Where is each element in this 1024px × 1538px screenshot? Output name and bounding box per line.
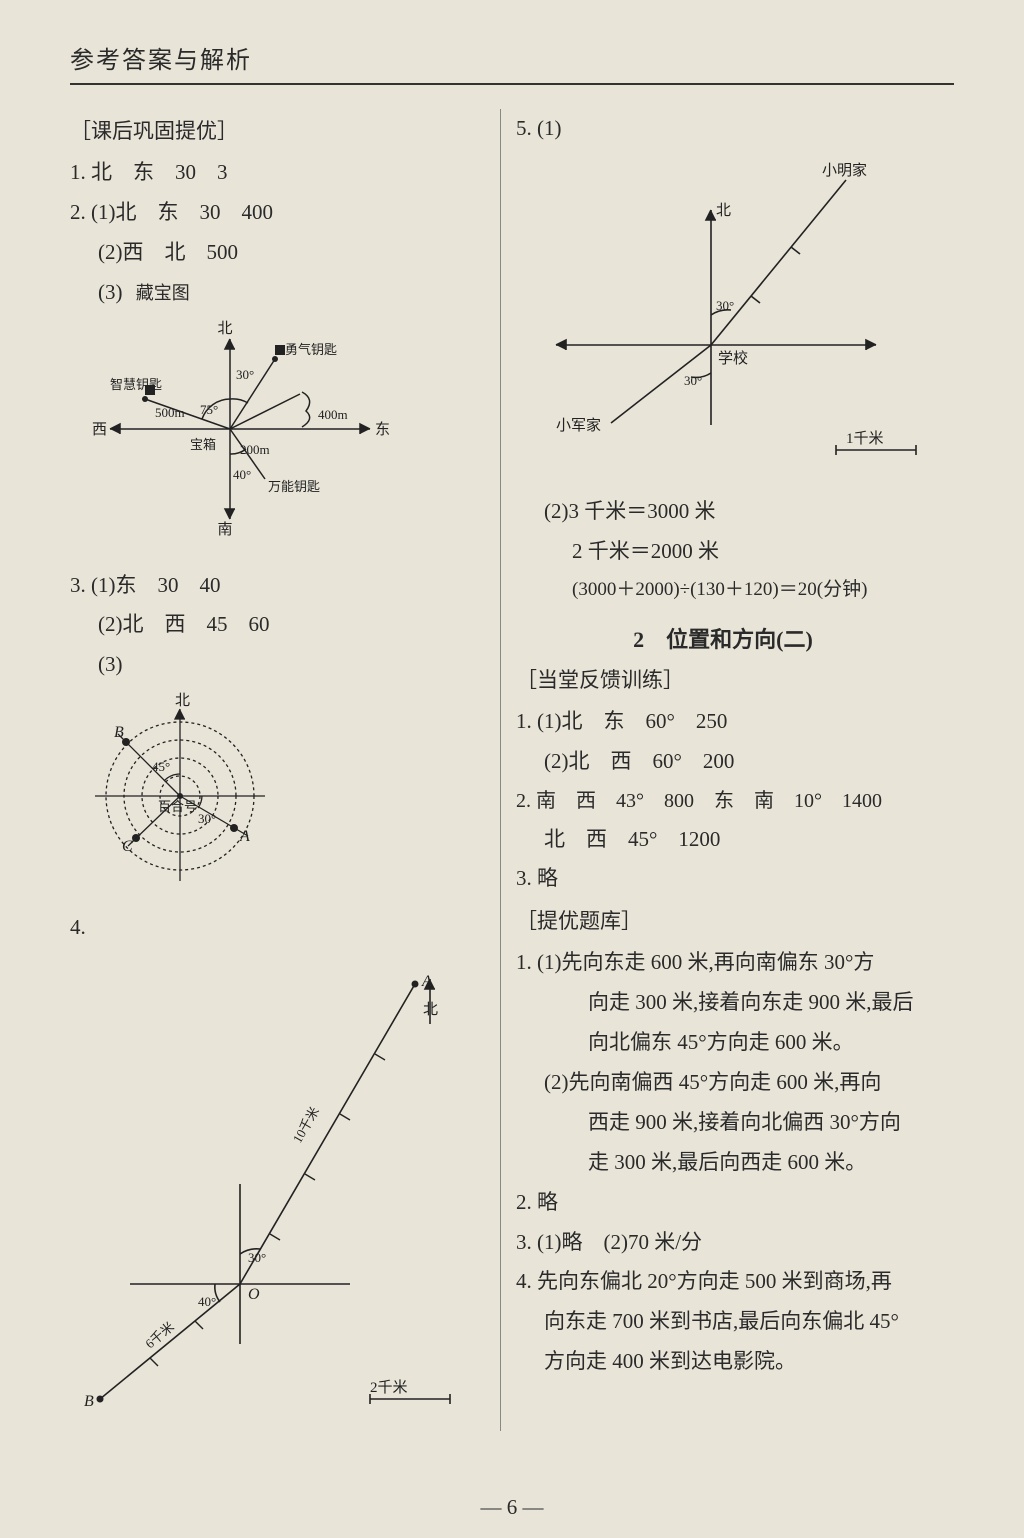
answer-line: 1. (1)北 东 60° 250 [516, 702, 930, 742]
svg-text:30°: 30° [248, 1250, 266, 1265]
svg-text:200m: 200m [240, 442, 270, 457]
page-header: 参考答案与解析 [70, 40, 954, 85]
fig1-title: 藏宝图 [136, 283, 190, 303]
svg-text:小军家: 小军家 [556, 417, 601, 434]
answer-line: 1. 北 东 30 3 [70, 153, 485, 193]
answer-line: (2)北 西 60° 200 [516, 742, 930, 782]
answer-line: 向东走 700 米到书店,最后向东偏北 45° [516, 1302, 930, 1342]
answer-line: (3000＋2000)÷(130＋120)＝20(分钟) [516, 572, 930, 608]
answer-line: (2)西 北 500 [70, 233, 485, 273]
answer-line: 走 300 米,最后向西走 600 米。 [516, 1143, 930, 1183]
svg-text:40°: 40° [198, 1294, 216, 1309]
svg-text:B: B [84, 1393, 94, 1410]
svg-text:10千米: 10千米 [290, 1104, 322, 1145]
section-title-2: ［当堂反馈训练］ [516, 664, 930, 694]
svg-text:西: 西 [92, 422, 107, 438]
svg-text:30°: 30° [236, 367, 254, 382]
answer-line: 3. (1)略 (2)70 米/分 [516, 1223, 930, 1263]
figure-school: 北 学校 小明家 小军家 30° 30° 1千米 [516, 155, 930, 480]
answer-line: 2. 南 西 43° 800 东 南 10° 1400 [516, 782, 930, 820]
svg-text:B: B [114, 724, 124, 741]
answer-line: 2. (1)北 东 30 400 [70, 193, 485, 233]
svg-text:O: O [248, 1286, 260, 1303]
answer-line: (2)3 千米＝3000 米 [516, 492, 930, 532]
svg-text:宝箱: 宝箱 [190, 437, 216, 452]
figure-treasure-map: 北 南 东 西 智慧钥匙 勇气钥匙 万能钥匙 宝箱 500m 400m 200m… [70, 319, 485, 554]
section-heading: 2 位置和方向(二) [516, 622, 930, 654]
answer-line: 向北偏东 45°方向走 600 米。 [516, 1023, 930, 1063]
svg-text:30°: 30° [716, 298, 734, 313]
svg-text:1千米: 1千米 [846, 430, 884, 447]
svg-text:北: 北 [423, 1001, 438, 1018]
answer-line: 方向走 400 米到达电影院。 [516, 1342, 930, 1382]
answer-line: (2)先向南偏西 45°方向走 600 米,再向 [516, 1063, 930, 1103]
figure-aob: A B O 北 30° 40° 10千米 6千米 2千米 [70, 954, 485, 1419]
answer-line: 1. (1)先向东走 600 米,再向南偏东 30°方 [516, 943, 930, 983]
answer-line: 4. [70, 908, 485, 948]
svg-text:C: C [122, 838, 133, 855]
svg-text:北: 北 [175, 692, 190, 709]
answer-line: 3. 略 [516, 859, 930, 899]
svg-text:6千米: 6千米 [142, 1319, 177, 1351]
answer-line: 向走 300 米,接着向东走 900 米,最后 [516, 983, 930, 1023]
section-title-3: ［提优题库］ [516, 905, 930, 935]
right-column: 5. (1) [500, 109, 930, 1431]
answer-line: (3) [70, 645, 485, 685]
answer-line: (3) 藏宝图 [70, 273, 485, 313]
answer-line: 3. (1)东 30 40 [70, 566, 485, 606]
svg-text:北: 北 [716, 202, 731, 219]
svg-text:智慧钥匙: 智慧钥匙 [110, 377, 162, 392]
svg-text:北: 北 [217, 320, 232, 337]
answer-line: 北 西 45° 1200 [516, 820, 930, 860]
left-column: ［课后巩固提优］ 1. 北 东 30 3 2. (1)北 东 30 400 (2… [70, 109, 500, 1431]
answer-line: (2)北 西 45 60 [70, 605, 485, 645]
sub-label: (3) [98, 280, 123, 304]
svg-text:30°: 30° [198, 811, 216, 826]
page-number: — 6 — [0, 1495, 1024, 1520]
svg-text:40°: 40° [233, 467, 251, 482]
svg-text:30°: 30° [684, 373, 702, 388]
figure-radar: 北 B C A 百合号 45° 30° [70, 691, 485, 896]
svg-text:500m: 500m [155, 405, 185, 420]
section-title-1: ［课后巩固提优］ [70, 115, 485, 145]
svg-text:南: 南 [217, 521, 232, 538]
answer-line: 4. 先向东偏北 20°方向走 500 米到商场,再 [516, 1262, 930, 1302]
svg-text:勇气钥匙: 勇气钥匙 [285, 342, 337, 357]
svg-text:75°: 75° [200, 402, 218, 417]
svg-text:百合号: 百合号 [158, 799, 197, 814]
svg-text:A: A [421, 973, 432, 990]
svg-text:小明家: 小明家 [822, 162, 867, 179]
svg-text:学校: 学校 [718, 350, 748, 367]
answer-line: 5. (1) [516, 109, 930, 149]
svg-text:A: A [239, 828, 250, 845]
svg-text:东: 东 [375, 421, 390, 438]
svg-text:45°: 45° [152, 759, 170, 774]
svg-text:万能钥匙: 万能钥匙 [268, 479, 320, 494]
answer-line: 2. 略 [516, 1183, 930, 1223]
answer-line: 2 千米＝2000 米 [516, 532, 930, 572]
svg-text:2千米: 2千米 [370, 1379, 408, 1396]
answer-line: 西走 900 米,接着向北偏西 30°方向 [516, 1103, 930, 1143]
svg-text:400m: 400m [318, 407, 348, 422]
two-columns: ［课后巩固提优］ 1. 北 东 30 3 2. (1)北 东 30 400 (2… [70, 109, 954, 1431]
